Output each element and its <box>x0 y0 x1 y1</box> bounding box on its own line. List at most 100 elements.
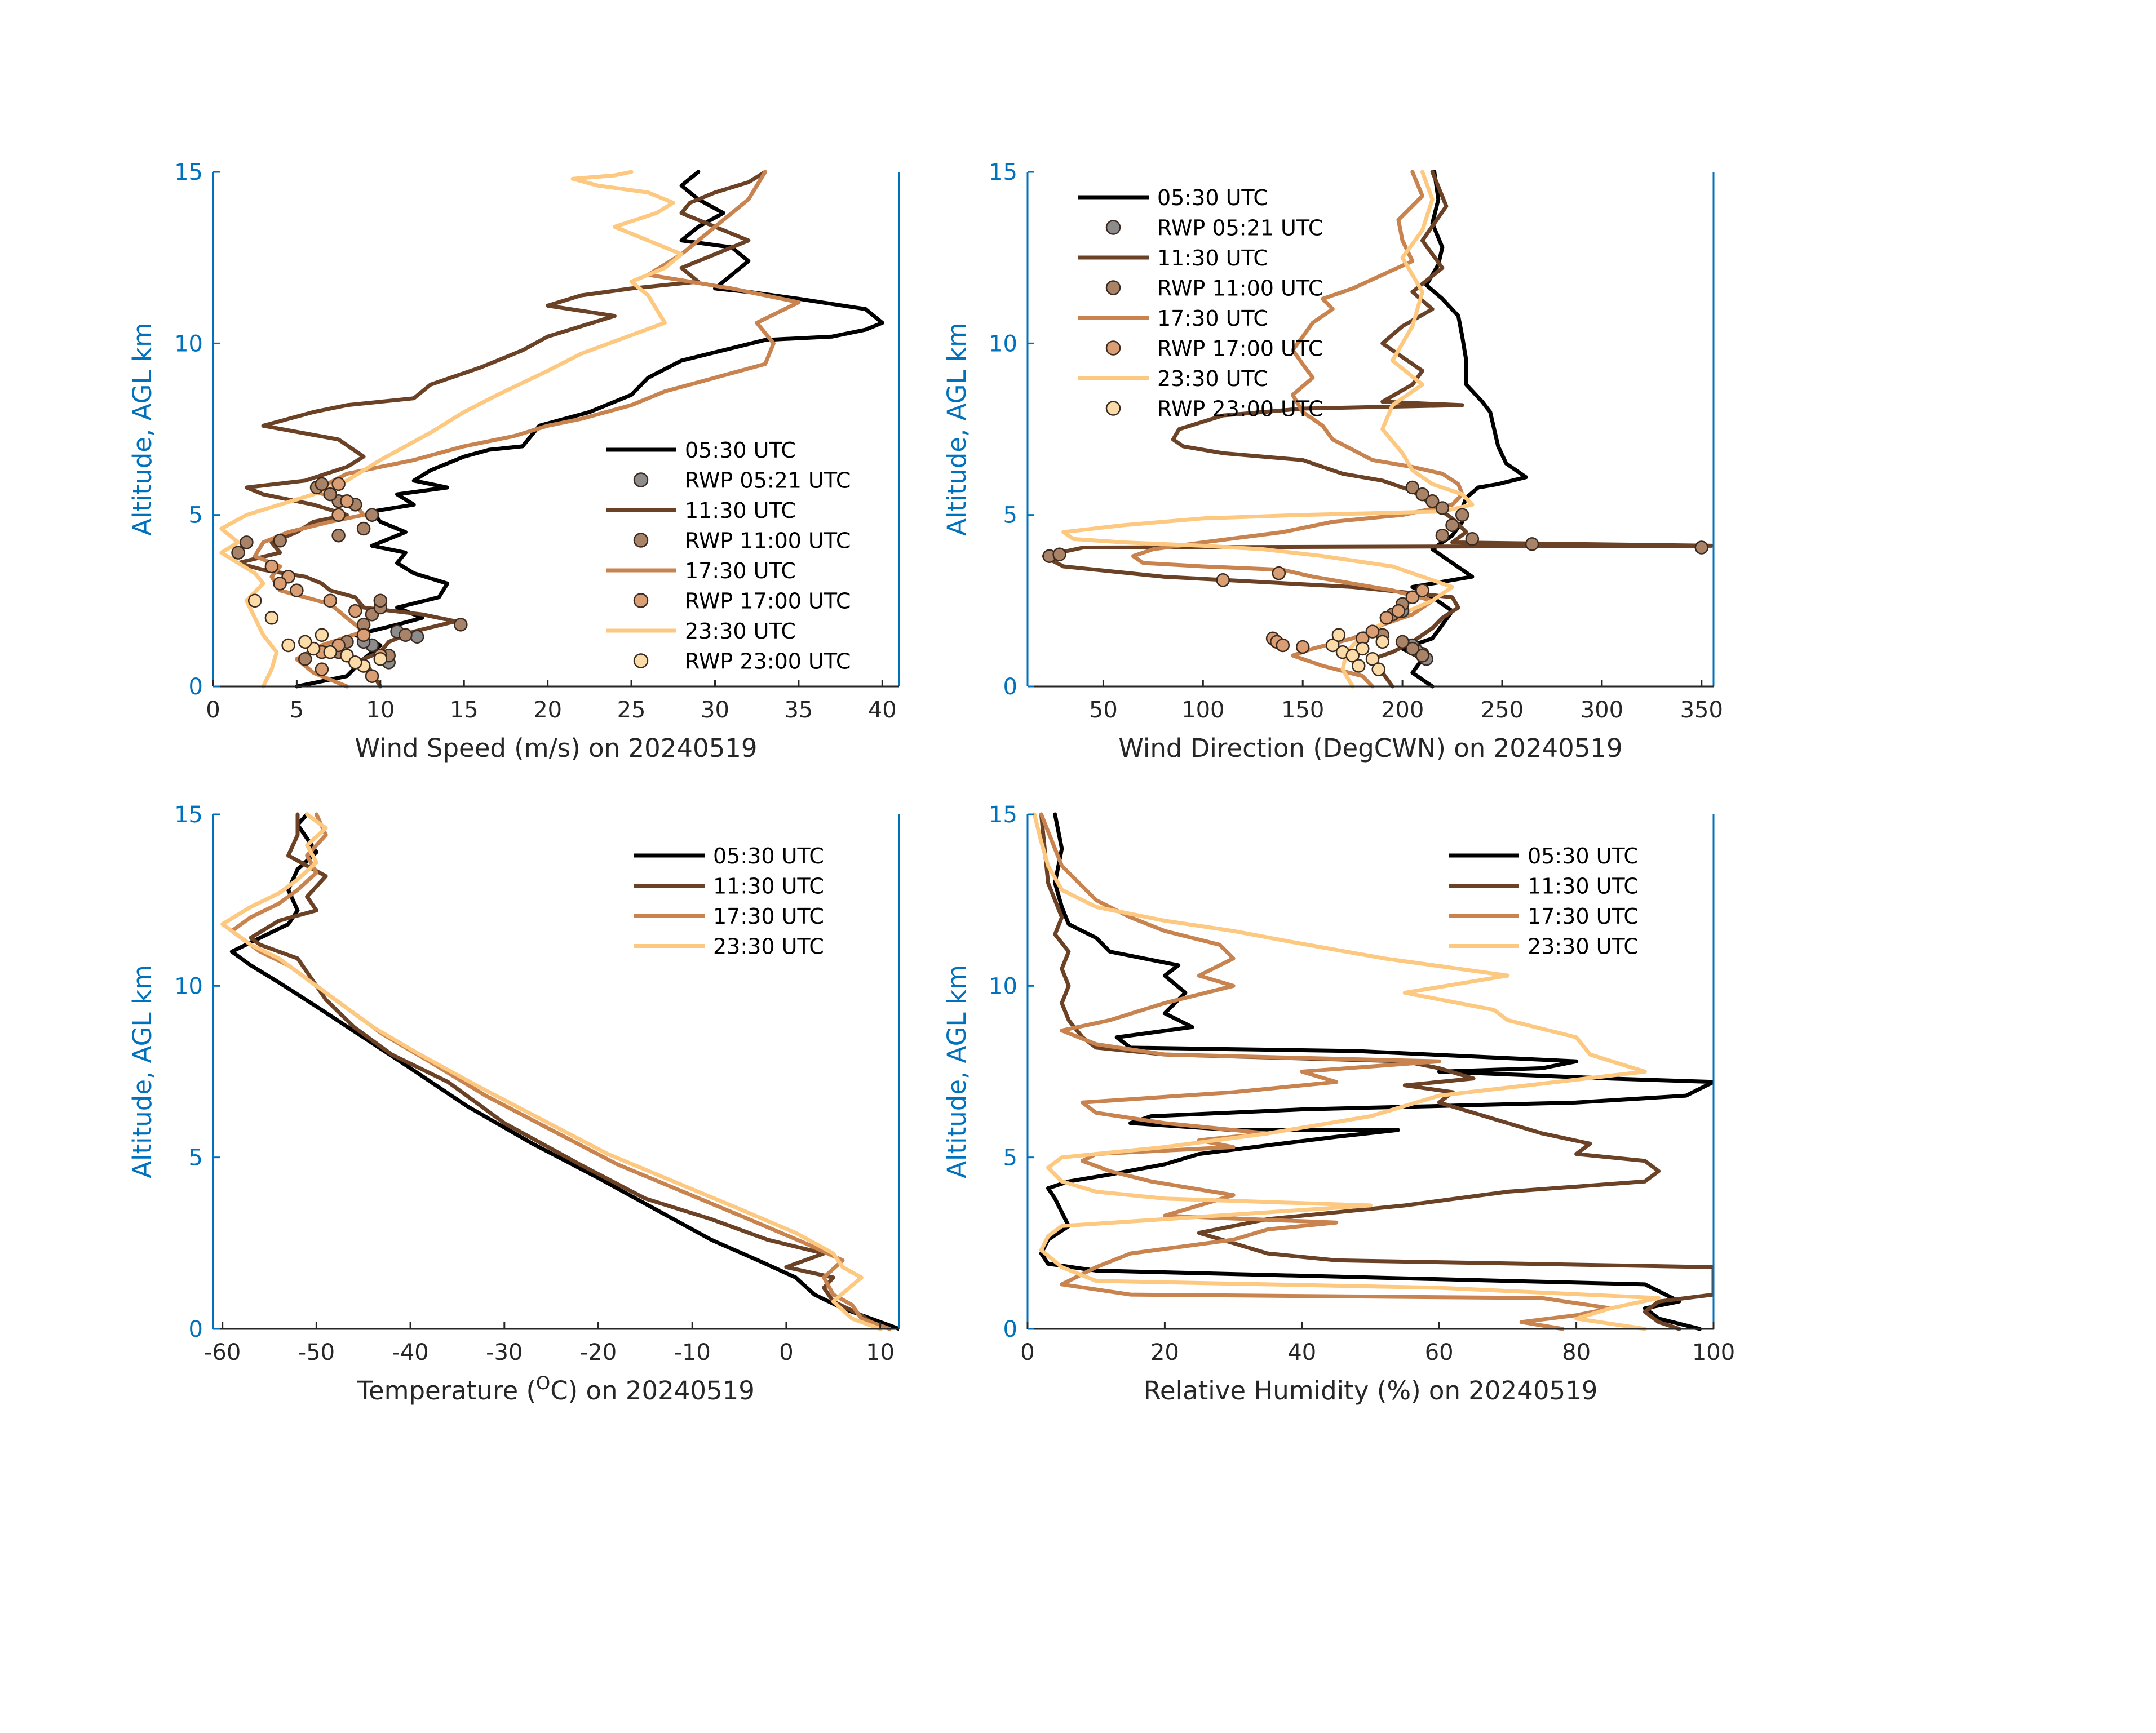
wind-speed-legend-swatch-rwp-05-21-utc <box>633 472 649 487</box>
wind-speed-marker-rwp-17-00-utc <box>264 559 279 574</box>
wind-direction-series-23-30-utc <box>1061 170 1475 689</box>
wind-direction-marker-rwp-17-00-utc <box>1379 611 1394 625</box>
relative-humidity-legend-label-05-30-utc: 05:30 UTC <box>1528 844 1639 868</box>
wind-speed-data-layer <box>219 170 884 689</box>
wind-speed-legend-label-23-30-utc: 23:30 UTC <box>685 619 796 644</box>
wind-speed-marker-rwp-17-00-utc <box>365 669 379 683</box>
temperature-series-23-30-utc <box>220 812 883 1331</box>
wind-speed-x-tick-label: 10 <box>366 697 395 723</box>
wind-direction-panel: 50 100 150 200 250 300 350 0 5 10 15 05:30 UTC RWP 0… <box>942 159 1723 763</box>
temperature-y-tick-label: 0 <box>189 1317 203 1342</box>
wind-speed-marker-rwp-17-00-utc <box>290 583 304 597</box>
wind-direction-marker-rwp-11-00-utc <box>1445 518 1459 533</box>
wind-direction-marker-rwp-11-00-utc <box>1694 540 1709 555</box>
temperature-panel: -60 -50 -40 -30 -20 -10 0 10 0 5 10 15 05:30 UTC 11:3… <box>127 802 900 1406</box>
wind-speed-series-11-30-utc <box>236 170 767 689</box>
temperature-legend-label-23-30-utc: 23:30 UTC <box>713 934 824 959</box>
relative-humidity-xlabel: Relative Humidity (%) on 20240519 <box>1144 1376 1598 1406</box>
wind-speed-y-tick-label: 15 <box>174 159 203 185</box>
relative-humidity-x-tick-label: 20 <box>1150 1340 1179 1366</box>
wind-speed-series-23-30-utc <box>219 170 684 689</box>
relative-humidity-x-tick-label: 60 <box>1425 1340 1454 1366</box>
relative-humidity-x-tick-label: 40 <box>1287 1340 1316 1366</box>
wind-speed-marker-rwp-11-00-utc <box>399 628 413 642</box>
wind-speed-marker-rwp-11-00-utc <box>373 593 388 608</box>
wind-speed-marker-rwp-17-00-utc <box>331 477 346 491</box>
wind-direction-marker-rwp-17-00-utc <box>1216 573 1230 587</box>
wind-speed-y-tick-label: 10 <box>174 331 203 357</box>
wind-direction-marker-rwp-17-00-utc <box>1415 583 1429 597</box>
wind-speed-legend-swatch-rwp-17-00-utc <box>633 593 649 608</box>
wind-direction-marker-rwp-17-00-utc <box>1391 604 1406 618</box>
wind-direction-legend-swatch-rwp-23-00-utc <box>1105 401 1121 416</box>
wind-direction-legend-label-11-30-utc: 11:30 UTC <box>1157 246 1268 271</box>
temperature-legend-label-05-30-utc: 05:30 UTC <box>713 844 824 868</box>
wind-direction-x-tick-label: 50 <box>1089 697 1118 723</box>
wind-direction-legend-label-rwp-11-00-utc: RWP 11:00 UTC <box>1157 276 1323 301</box>
wind-speed-marker-rwp-23-00-utc <box>373 652 388 666</box>
relative-humidity-series-11-30-utc <box>1039 812 1714 1331</box>
relative-humidity-y-tick-label: 0 <box>1003 1317 1017 1342</box>
wind-direction-xlabel: Wind Direction (DegCWN) on 20240519 <box>1118 733 1622 763</box>
wind-direction-series-17-30-utc <box>1131 170 1464 689</box>
relative-humidity-series-17-30-utc <box>1039 812 1613 1331</box>
relative-humidity-legend-label-11-30-utc: 11:30 UTC <box>1528 874 1639 899</box>
wind-speed-marker-rwp-11-00-utc <box>454 618 468 632</box>
wind-direction-x-tick-label: 150 <box>1281 697 1324 723</box>
wind-direction-series-11-30-utc <box>1041 170 1714 689</box>
wind-direction-marker-rwp-17-00-utc <box>1405 590 1420 604</box>
wind-direction-marker-rwp-23-00-utc <box>1371 662 1385 676</box>
wind-speed-x-tick-label: 20 <box>533 697 562 723</box>
wind-speed-x-tick-label: 30 <box>701 697 729 723</box>
wind-direction-y-tick-label: 15 <box>989 159 1017 185</box>
wind-direction-marker-rwp-23-00-utc <box>1345 648 1360 663</box>
wind-direction-x-tick-label: 200 <box>1381 697 1424 723</box>
wind-speed-marker-rwp-11-00-utc <box>240 535 254 549</box>
relative-humidity-panel: 0 20 40 60 80 100 0 5 10 15 05:30 UTC 11:30 UTC 17:3… <box>942 802 1735 1406</box>
wind-speed-legend-swatch-rwp-11-00-utc <box>633 533 649 548</box>
wind-speed-ylabel: Altitude, AGL km <box>127 322 157 536</box>
temperature-x-tick-label: -60 <box>204 1340 241 1366</box>
wind-direction-marker-rwp-11-00-utc <box>1415 648 1429 663</box>
wind-direction-x-tick-label: 100 <box>1181 697 1224 723</box>
wind-speed-y-tick-label: 5 <box>189 503 203 529</box>
temperature-x-tick-label: -10 <box>674 1340 711 1366</box>
wind-direction-marker-rwp-11-00-utc <box>1405 480 1420 495</box>
wind-direction-legend-label-rwp-23-00-utc: RWP 23:00 UTC <box>1157 397 1323 422</box>
wind-direction-y-tick-label: 10 <box>989 331 1017 357</box>
wind-speed-x-tick-label: 35 <box>784 697 813 723</box>
wind-direction-x-tick-label: 350 <box>1680 697 1723 723</box>
wind-direction-legend: 05:30 UTC RWP 05:21 UTC 11:30 UTC RWP 11:00… <box>1078 185 1323 422</box>
wind-speed-marker-rwp-11-00-utc <box>356 521 371 536</box>
wind-speed-marker-rwp-17-00-utc <box>315 662 329 676</box>
temperature-x-tick-label: -30 <box>486 1340 523 1366</box>
wind-speed-marker-rwp-11-00-utc <box>315 477 329 491</box>
wind-speed-marker-rwp-23-00-utc <box>315 628 329 642</box>
wind-speed-legend-label-17-30-utc: 17:30 UTC <box>685 559 796 583</box>
relative-humidity-plot-area: 0 20 40 60 80 100 0 5 10 15 05:30 UTC 11:30 UTC 17:3… <box>989 802 1735 1366</box>
wind-direction-marker-rwp-11-00-utc <box>1405 641 1420 656</box>
wind-direction-marker-rwp-17-00-utc <box>1272 566 1286 580</box>
wind-speed-legend: 05:30 UTC RWP 05:21 UTC 11:30 UTC RWP 11:00… <box>606 438 851 674</box>
relative-humidity-ylabel: Altitude, AGL km <box>942 965 972 1178</box>
wind-direction-y-tick-label: 5 <box>1003 503 1017 529</box>
wind-speed-marker-rwp-11-00-utc <box>365 508 379 522</box>
temperature-x-tick-label: -20 <box>580 1340 617 1366</box>
wind-speed-marker-rwp-11-00-utc <box>273 534 287 548</box>
wind-speed-marker-rwp-23-00-utc <box>281 638 295 653</box>
wind-direction-legend-swatch-rwp-17-00-utc <box>1105 340 1121 356</box>
wind-direction-marker-rwp-11-00-utc <box>1435 501 1450 515</box>
temperature-legend-label-11-30-utc: 11:30 UTC <box>713 874 824 899</box>
relative-humidity-data-layer <box>1032 812 1714 1331</box>
wind-direction-legend-swatch-rwp-11-00-utc <box>1105 280 1121 295</box>
temperature-x-tick-label: 0 <box>779 1340 793 1366</box>
temperature-series-05-30-utc <box>229 812 899 1331</box>
wind-speed-x-tick-label: 40 <box>868 697 897 723</box>
wind-speed-marker-rwp-23-00-utc <box>323 645 338 659</box>
wind-speed-marker-rwp-17-00-utc <box>323 593 338 608</box>
wind-speed-y-tick-label: 0 <box>189 674 203 700</box>
temperature-x-tick-label: -50 <box>298 1340 335 1366</box>
wind-direction-x-tick-label: 300 <box>1581 697 1623 723</box>
wind-direction-marker-rwp-11-00-utc <box>1052 547 1066 561</box>
